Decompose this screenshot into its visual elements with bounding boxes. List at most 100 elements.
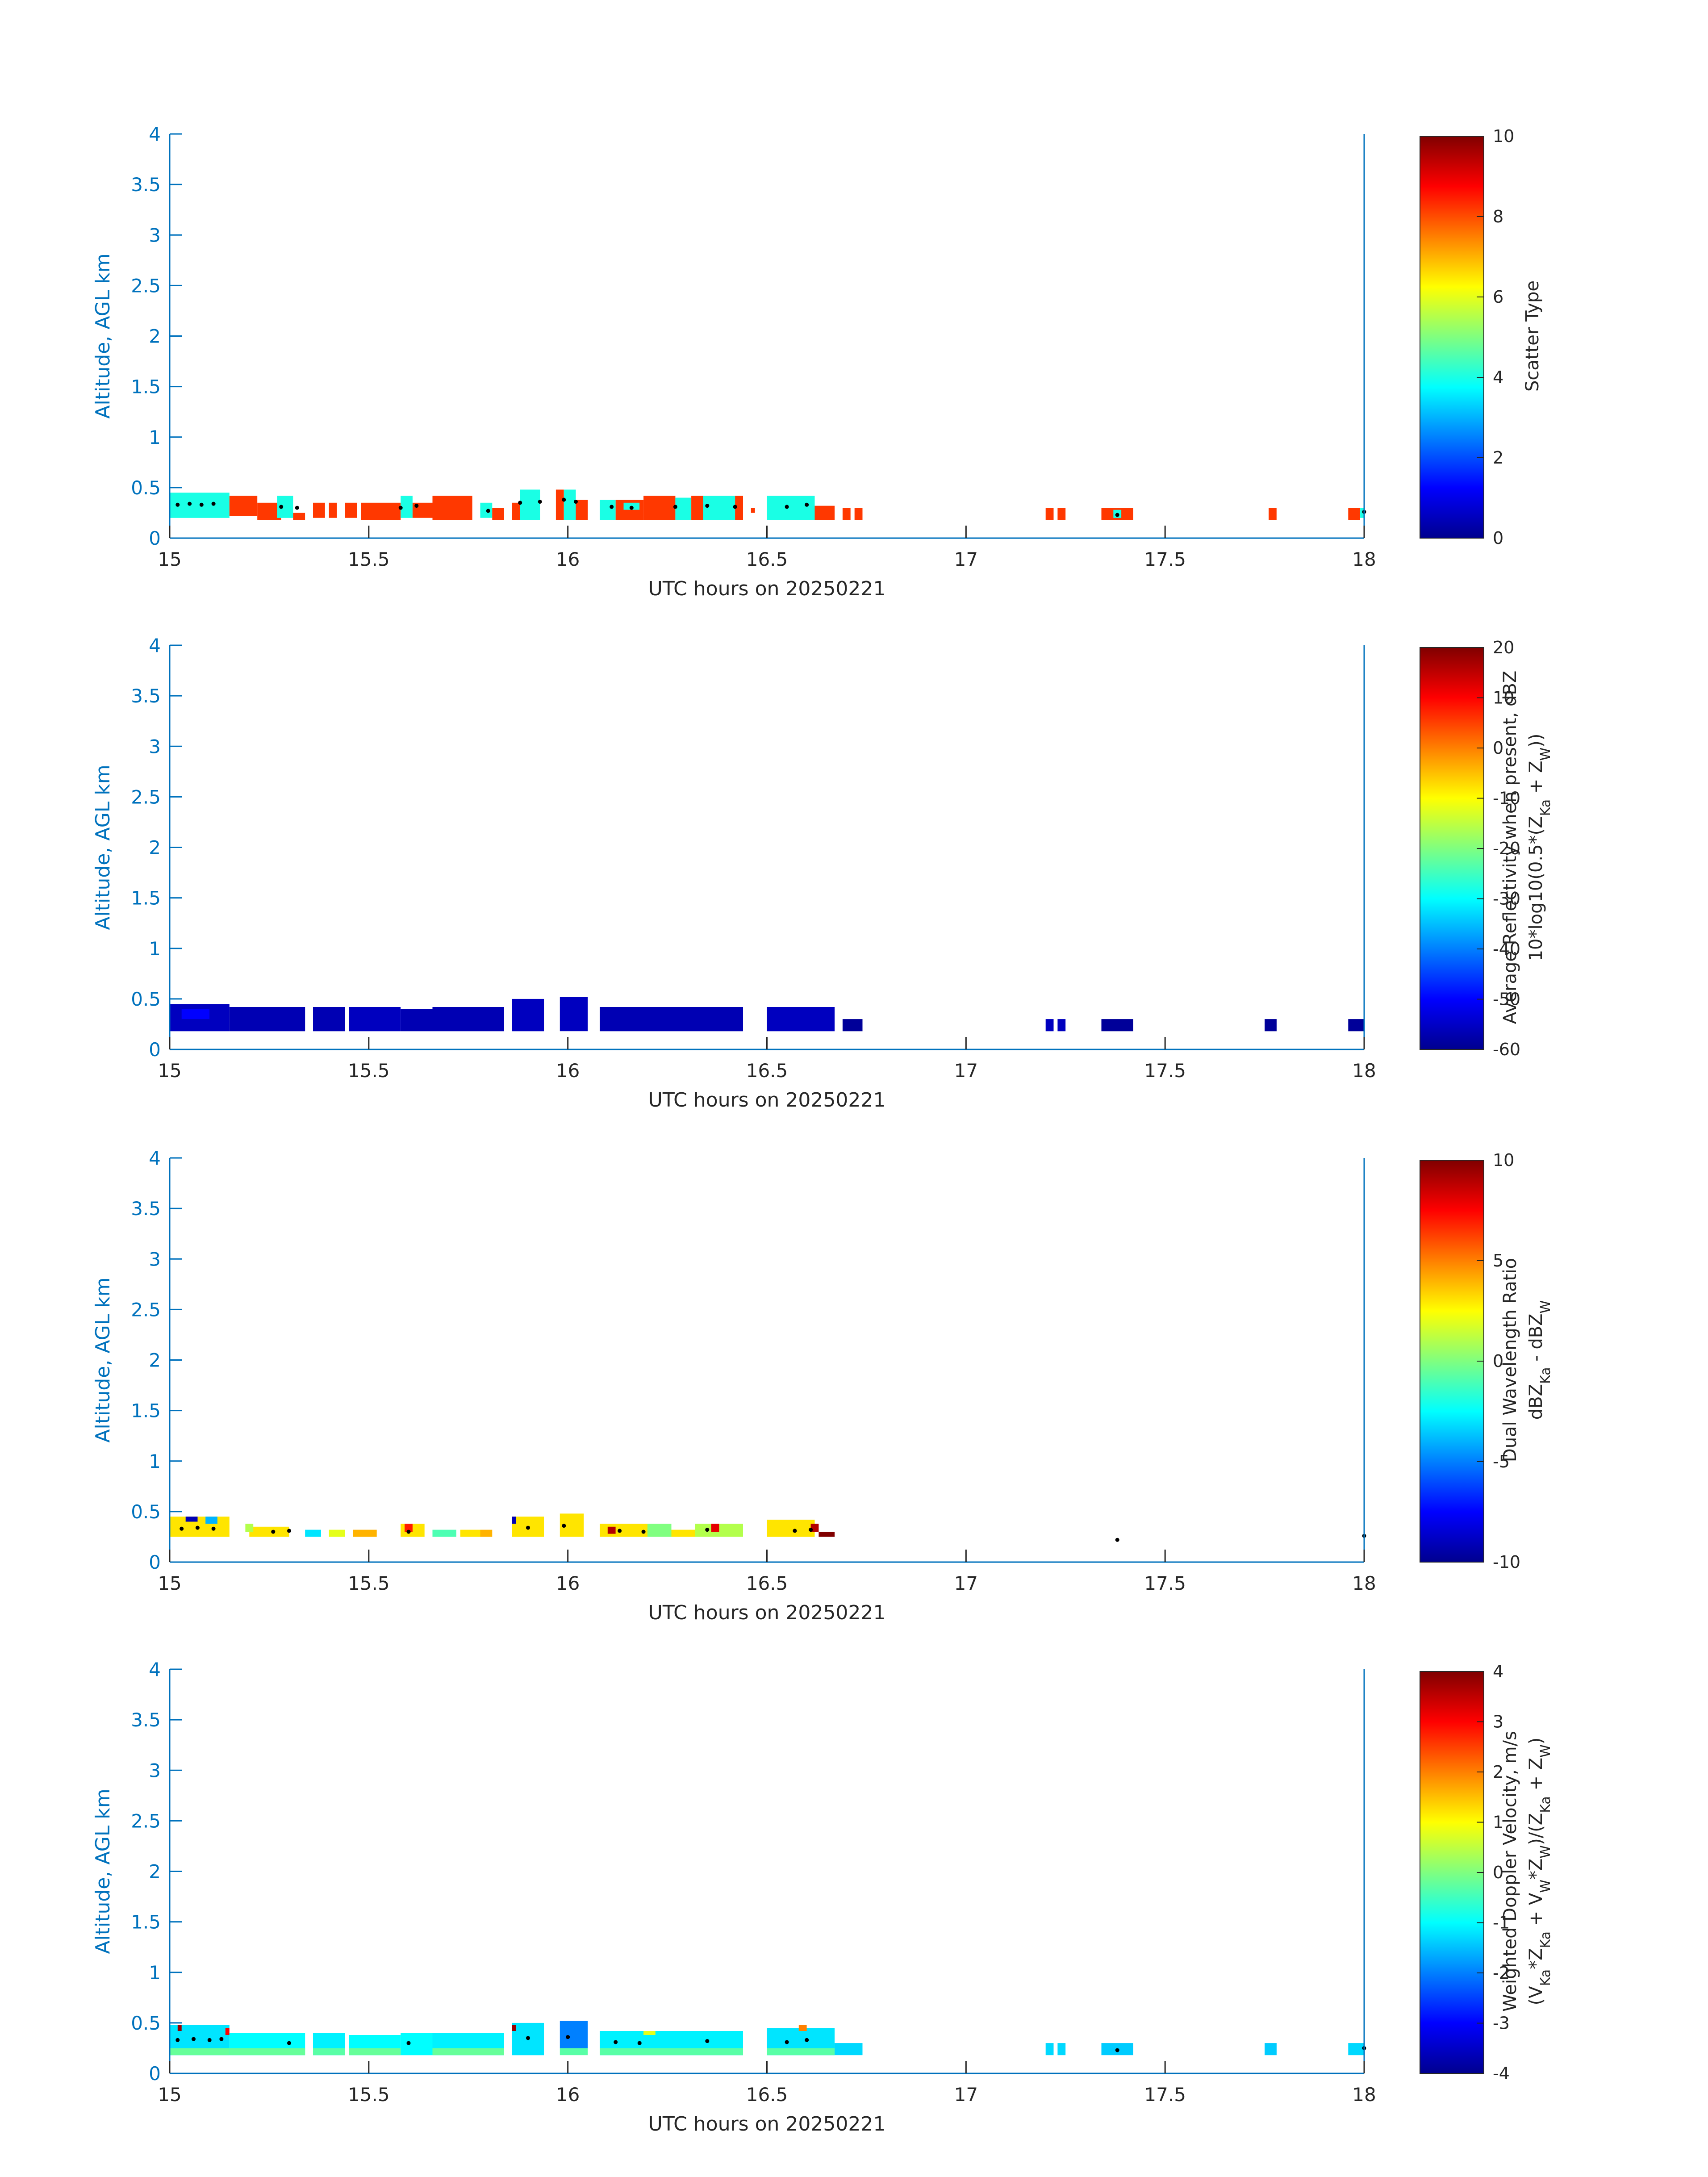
data-cell [512,999,544,1032]
x-tick-label: 15 [158,548,181,570]
colorbar-tick-label: 4 [1493,1662,1503,1681]
y-axis-label: Altitude, AGL km [92,1277,114,1442]
data-cell [401,2033,433,2056]
data-cell [675,497,692,520]
data-cell [643,2031,656,2035]
y-tick-label: 0 [149,2063,161,2085]
data-cell [305,1529,321,1537]
data-cell [170,493,230,518]
cloud-base-point [295,506,299,510]
y-tick-label: 2.5 [131,786,161,808]
panel-scatter-type: 0 0.5 1 1.5 2 2.5 3 3.5 4 15 15.5 16 16.5 17 17.5 18 UTC… [92,123,1543,600]
data-cell [349,2048,401,2056]
y-tick-label: 0.5 [131,1501,161,1523]
x-tick-label: 17 [954,1060,978,1082]
x-tick-label: 18 [1352,1060,1376,1082]
data-cell [842,1019,863,1032]
cloud-base-point [637,2041,642,2045]
colorbar-tick-label: -3 [1493,2014,1510,2033]
x-tick-label: 15.5 [348,1572,390,1594]
x-axis-label: UTC hours on 20250221 [648,577,886,600]
y-tick-label: 1 [149,938,161,960]
panel-doppler-velocity: 0 0.5 1 1.5 2 2.5 3 3.5 4 15 15.5 16 16.5 17 17.5 18 UTC… [92,1659,1553,2135]
colorbar-label: dBZKa - dBZW [1526,1300,1553,1420]
colorbar-gradient [1420,647,1484,1050]
x-tick-label: 18 [1352,2084,1376,2106]
colorbar-tick-label: -1 [1493,1913,1510,1933]
data-cell [345,502,357,518]
data-cell [607,1526,616,1534]
cloud-base-point [199,502,204,507]
data-cell [842,508,851,520]
data-cell [1265,2043,1277,2056]
cloud-base-point [518,501,522,505]
y-tick-label: 4 [149,1659,161,1680]
data-cell [432,1529,456,1537]
colorbar-tick-label: 8 [1493,207,1503,226]
cloud-base-point [562,1524,566,1528]
x-tick-label: 15 [158,1060,181,1082]
data-cell [313,502,325,518]
cloud-base-point [175,502,180,507]
cloud-base-point [211,501,216,506]
data-cell [1269,508,1277,520]
cloud-base-point [629,506,634,510]
data-cell [671,1529,695,1537]
data-cell [512,1517,516,1524]
data-cell [1045,2043,1054,2056]
data-cell [560,997,588,1032]
colorbar-tick-label: 4 [1493,368,1503,387]
data-cell [1101,1019,1133,1032]
y-tick-label: 2 [149,326,161,347]
data-cell [245,1524,254,1532]
x-tick-label: 16.5 [746,2084,788,2106]
colorbar-label: 10*log10(0.5*(ZKa + ZW)) [1526,734,1553,961]
colorbar-tick-label: -30 [1493,889,1520,909]
x-tick-label: 16 [556,1060,580,1082]
colorbar-label: Scatter Type [1522,280,1543,392]
colorbar: 0 2 4 6 8 10 Scatter Type [1420,126,1543,548]
colorbar-tick-label: -10 [1493,1552,1520,1572]
cloud-base-point [271,1529,276,1534]
data-cell [361,502,401,520]
colorbar-tick-label: 10 [1493,1150,1514,1170]
colorbar-tick-label: -50 [1493,990,1520,1009]
colorbar-tick-label: 1 [1493,1813,1503,1832]
data-cell [767,1007,835,1032]
data-cell [560,2021,588,2048]
cloud-base-point [793,1529,797,1533]
x-tick-label: 18 [1352,548,1376,570]
x-axis-label: UTC hours on 20250221 [648,1601,886,1624]
y-tick-label: 1 [149,1450,161,1472]
y-tick-label: 3.5 [131,1709,161,1731]
data-cell [177,2025,182,2031]
data-cell [1265,1019,1277,1032]
colorbar-tick-label: 2 [1493,448,1503,468]
data-cell [1045,1019,1054,1032]
cloud-base-point [406,2041,411,2045]
panel-reflectivity: 0 0.5 1 1.5 2 2.5 3 3.5 4 15 15.5 16 16.5 17 17.5 18 UTC… [92,635,1553,1111]
cloud-base-point [279,505,284,509]
cloud-base-point [188,501,192,506]
data-cell [615,500,644,520]
data-cell [1348,2043,1364,2056]
data-cell [814,506,835,520]
y-axis-label: Altitude, AGL km [92,1788,114,1954]
data-cell [460,1529,480,1537]
colorbar-tick-label: 5 [1493,1251,1503,1270]
data-cell [600,500,616,520]
data-cell [229,2048,305,2056]
data-cell [492,508,504,520]
data-cell [1057,508,1066,520]
cloud-base-point [733,505,737,509]
x-tick-label: 15 [158,2084,181,2106]
data-cell [1360,508,1364,518]
data-cell [512,2025,516,2031]
data-cell [405,1524,413,1532]
data-cell [767,496,815,520]
colorbar-tick-label: 0 [1493,1863,1503,1882]
data-cell [313,2048,345,2056]
cloud-base-point [219,2037,224,2041]
data-cell [1348,508,1360,520]
